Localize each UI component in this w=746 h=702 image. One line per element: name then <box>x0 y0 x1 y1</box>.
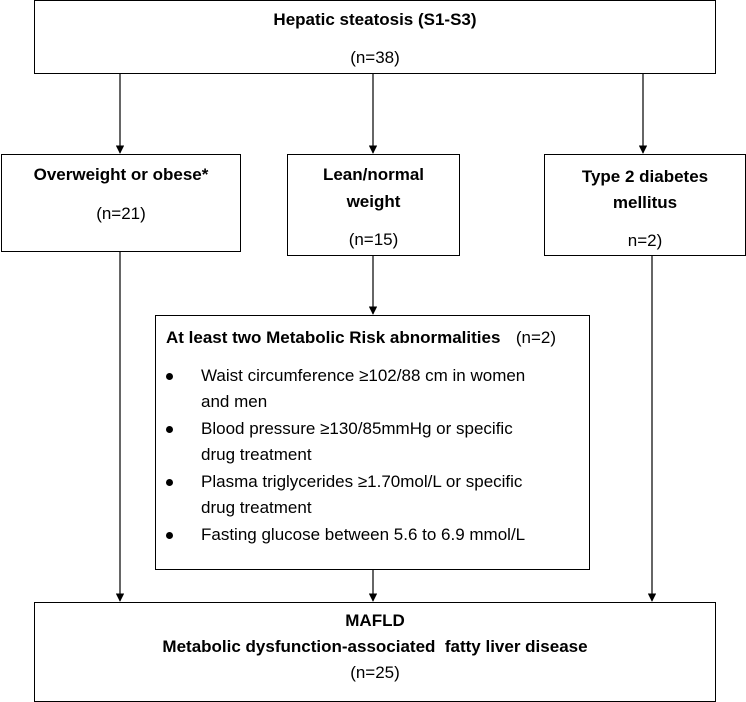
mafld-title: MAFLD <box>345 611 405 630</box>
mafld-box: MAFLD Metabolic dysfunction-associated f… <box>34 602 716 702</box>
hepatic-steatosis-count: (n=38) <box>350 48 400 67</box>
lean-title-line1: Lean/normal <box>322 165 425 184</box>
criterion-item-waist: Waist circumference ≥102/88 cm in women … <box>156 363 585 415</box>
overweight-title: Overweight or obese* <box>33 165 209 184</box>
criterion-text-line2: and men <box>201 392 268 411</box>
criterion-text-line1: Blood pressure ≥130/85mmHg or specific <box>201 419 513 438</box>
diabetes-title-line2: mellitus <box>612 193 678 212</box>
lean-normal-box: Lean/normal weight (n=15) <box>287 154 460 256</box>
lean-title-line2: weight <box>346 192 401 211</box>
diabetes-title-line1: Type 2 diabetes <box>581 167 709 186</box>
hepatic-steatosis-box: Hepatic steatosis (S1-S3) (n=38) <box>34 0 716 74</box>
metabolic-count: (n=2) <box>515 328 557 347</box>
criterion-item-blood-pressure: Blood pressure ≥130/85mmHg or specific d… <box>156 416 585 468</box>
criterion-item-glucose: Fasting glucose between 5.6 to 6.9 mmol/… <box>156 522 585 548</box>
criterion-item-triglycerides: Plasma triglycerides ≥1.70mol/L or speci… <box>156 469 585 521</box>
bullet-icon <box>166 373 173 380</box>
lean-count: (n=15) <box>348 230 399 249</box>
criterion-text-line1: Plasma triglycerides ≥1.70mol/L or speci… <box>201 472 523 491</box>
diabetes-count: n=2) <box>627 231 663 250</box>
diabetes-box: Type 2 diabetes mellitus n=2) <box>544 154 746 256</box>
criterion-text-line2: drug treatment <box>201 445 312 464</box>
overweight-count: (n=21) <box>96 204 146 223</box>
criterion-text-line1: Fasting glucose between 5.6 to 6.9 mmol/… <box>201 525 526 544</box>
bullet-icon <box>166 532 173 539</box>
bullet-icon <box>166 479 173 486</box>
hepatic-steatosis-title: Hepatic steatosis (S1-S3) <box>273 10 477 29</box>
metabolic-heading: At least two Metabolic Risk abnormalitie… <box>166 325 556 351</box>
mafld-count: (n=25) <box>350 663 400 682</box>
metabolic-criteria-list: Waist circumference ≥102/88 cm in women … <box>156 363 585 549</box>
bullet-icon <box>166 426 173 433</box>
criterion-text-line2: drug treatment <box>201 498 312 517</box>
criterion-text-line1: Waist circumference ≥102/88 cm in women <box>201 366 526 385</box>
overweight-box: Overweight or obese* (n=21) <box>1 154 241 252</box>
metabolic-risk-box: At least two Metabolic Risk abnormalitie… <box>155 315 590 570</box>
mafld-subtitle: Metabolic dysfunction-associated fatty l… <box>162 637 588 656</box>
metabolic-title: At least two Metabolic Risk abnormalitie… <box>166 328 501 347</box>
